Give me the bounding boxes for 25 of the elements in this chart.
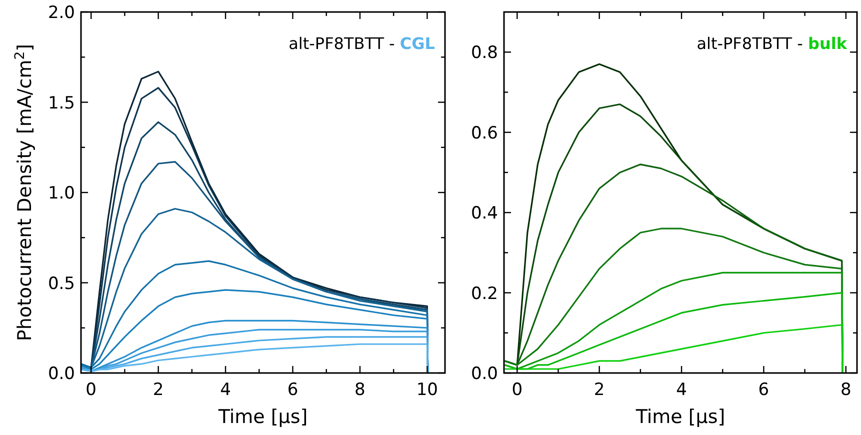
y-tick-label: 2.0: [48, 3, 75, 23]
x-axis-title: Time [μs]: [217, 406, 308, 428]
x-tick-label: 0: [512, 380, 523, 400]
y-tick-label: 0.8: [470, 43, 498, 64]
x-tick-label: 2: [594, 380, 605, 400]
y-tick-label: 0.5: [48, 274, 75, 294]
annotation: alt-PF8TBTT - CGL: [288, 34, 435, 53]
x-tick-label: 6: [287, 380, 298, 400]
x-tick-label: 10: [416, 380, 438, 400]
y-tick-label: 0.2: [470, 284, 498, 304]
x-tick-label: 0: [86, 380, 96, 400]
x-tick-label: 6: [758, 380, 770, 400]
y-tick-label: 0.0: [470, 364, 498, 384]
y-tick-label: 0.6: [470, 123, 498, 144]
annotation: alt-PF8TBTT - bulk: [696, 34, 848, 53]
y-tick-label: 0.4: [470, 204, 498, 224]
x-tick-label: 2: [152, 380, 164, 400]
x-tick-label: 4: [220, 380, 231, 400]
y-tick-label: 1.5: [48, 93, 75, 114]
y-tick-label: 1.0: [48, 184, 75, 204]
x-tick-label: 8: [354, 380, 366, 400]
y-tick-label: 0.0: [48, 364, 75, 384]
x-tick-label: 8: [840, 380, 852, 400]
x-axis-title: Time [μs]: [634, 406, 726, 428]
x-tick-label: 4: [676, 380, 687, 400]
